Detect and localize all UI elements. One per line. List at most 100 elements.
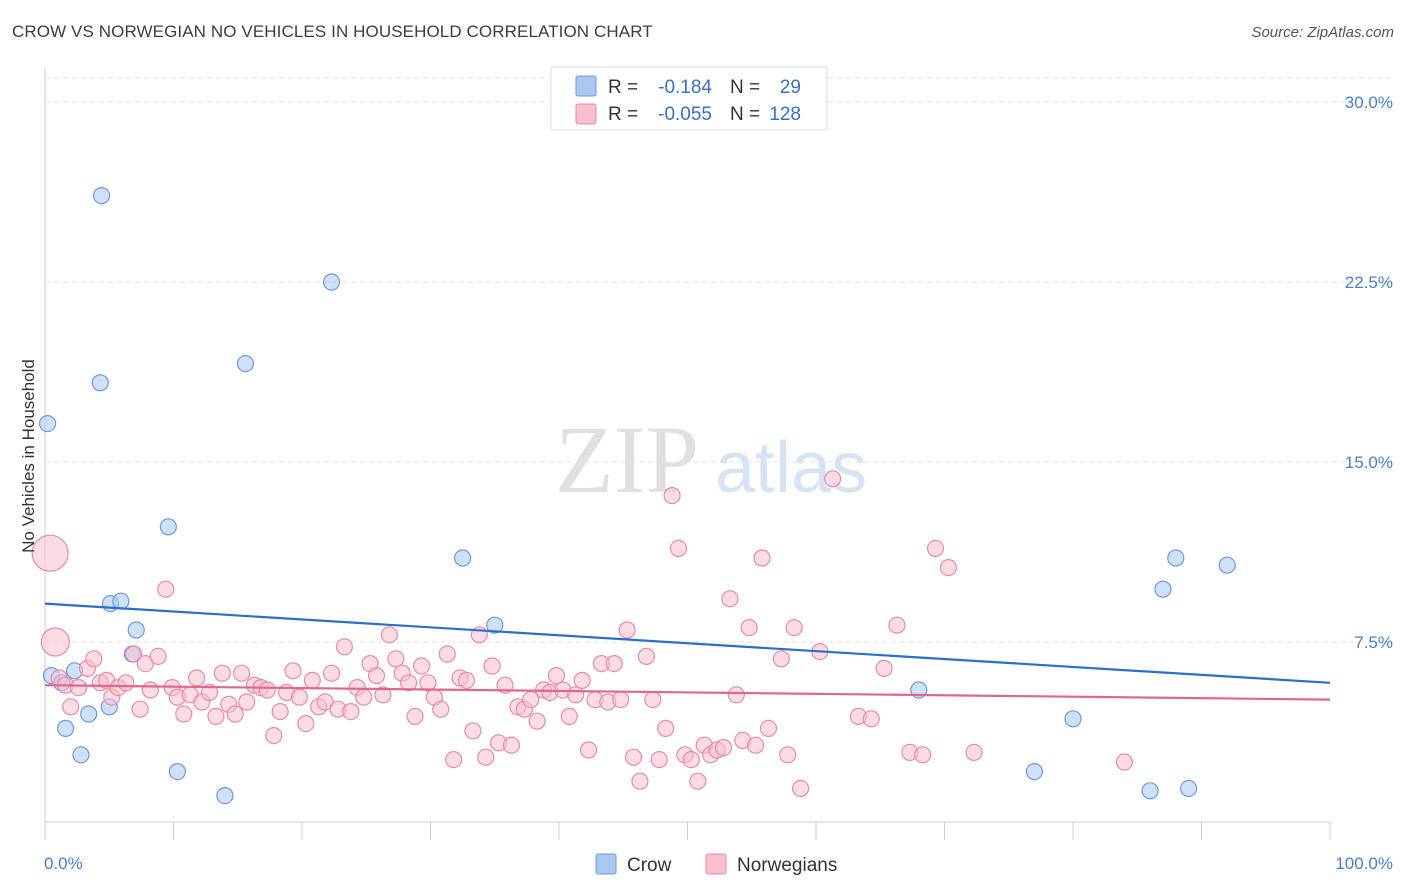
point-norwegians <box>406 707 424 726</box>
point-crow <box>72 746 90 764</box>
point-norwegians <box>567 686 585 704</box>
point-norwegians <box>258 681 276 699</box>
point-norwegians <box>618 621 636 639</box>
point-norwegians <box>238 693 256 711</box>
point-crow <box>1167 549 1185 567</box>
point-crow <box>216 786 234 805</box>
point-norwegians <box>682 750 700 769</box>
point-norwegians <box>125 645 143 663</box>
bottom-legend-label-crow: Crow <box>627 855 672 876</box>
point-norwegians <box>136 654 154 673</box>
point-crow <box>91 374 109 392</box>
point-norwegians <box>355 688 373 706</box>
point-norwegians <box>721 590 739 608</box>
watermark: ZIP atlas <box>555 406 867 513</box>
legend-swatch-norwegians <box>575 103 597 125</box>
point-crow <box>1154 580 1172 598</box>
bottom-legend: Crow Norwegians <box>595 853 837 876</box>
point-norwegians <box>412 657 431 675</box>
point-norwegians <box>772 650 790 668</box>
y-axis-label: No Vehicles in Household <box>19 359 38 553</box>
point-norwegians <box>445 750 463 769</box>
point-norwegians <box>374 686 392 704</box>
point-norwegians <box>1115 753 1134 771</box>
point-norwegians <box>528 712 546 730</box>
legend-r-label: R = <box>608 104 638 125</box>
point-norwegians <box>714 738 733 757</box>
y-tick-label: 7.5% <box>1354 633 1393 652</box>
point-norwegians <box>271 702 289 721</box>
point-crow <box>159 518 177 536</box>
point-norwegians <box>663 487 681 505</box>
point-crow <box>454 549 472 567</box>
point-norwegians <box>502 736 521 754</box>
bottom-legend-swatch-norwegians <box>705 853 727 875</box>
point-norwegians <box>303 671 321 690</box>
point-norwegians <box>464 722 482 740</box>
point-norwegians <box>779 746 797 764</box>
point-norwegians <box>149 647 167 666</box>
point-norwegians <box>380 626 398 644</box>
point-norwegians <box>612 690 630 709</box>
point-norwegians <box>624 748 643 766</box>
chart-title: CROW VS NORWEGIAN NO VEHICLES IN HOUSEHO… <box>12 22 653 41</box>
point-crow <box>236 355 255 373</box>
point-norwegians <box>438 645 456 663</box>
point-norwegians <box>740 618 758 637</box>
bottom-legend-swatch-crow <box>595 853 617 875</box>
legend-n-label: N = <box>730 77 760 98</box>
point-norwegians <box>727 686 745 704</box>
chart-source: Source: ZipAtlas.com <box>1251 24 1394 41</box>
point-crow <box>112 592 130 610</box>
point-norwegians <box>226 705 244 723</box>
point-norwegians <box>605 654 623 673</box>
point-norwegians <box>265 726 283 745</box>
point-crow <box>127 621 145 639</box>
point-norwegians <box>290 688 309 706</box>
point-norwegians <box>914 746 932 764</box>
point-norwegians <box>400 674 418 692</box>
point-norwegians <box>573 671 591 690</box>
y-tick-label: 22.5% <box>1345 273 1393 292</box>
point-norwegians <box>31 534 69 572</box>
point-norwegians <box>457 671 476 690</box>
point-crow <box>486 616 504 634</box>
point-norwegians <box>316 693 334 711</box>
legend-r-value-crow: -0.184 <box>658 77 712 98</box>
point-norwegians <box>637 647 655 666</box>
point-norwegians <box>965 743 983 762</box>
x-tick-label-max: 100.0% <box>1335 854 1393 873</box>
point-norwegians <box>650 750 668 769</box>
point-crow <box>80 705 98 723</box>
legend-r-value-norwegians: -0.055 <box>658 104 712 125</box>
axis-layer: 7.5% 15.0% 22.5% 30.0% 0.0% 100.0% <box>44 68 1393 873</box>
point-norwegians <box>157 580 175 598</box>
bottom-legend-label-norwegians: Norwegians <box>737 855 837 876</box>
legend-swatch-crow <box>575 75 597 97</box>
point-norwegians <box>141 681 159 699</box>
point-norwegians <box>284 662 302 680</box>
point-crow <box>1064 710 1082 728</box>
point-norwegians <box>669 539 688 558</box>
legend-n-label: N = <box>730 104 760 125</box>
point-norwegians <box>644 690 662 709</box>
point-norwegians <box>824 470 842 488</box>
point-norwegians <box>657 719 675 738</box>
point-norwegians <box>785 618 803 637</box>
point-norwegians <box>69 678 88 697</box>
point-norwegians <box>939 558 957 577</box>
point-norwegians <box>233 664 251 682</box>
point-crow <box>322 273 341 291</box>
point-norwegians <box>477 748 495 766</box>
point-norwegians <box>631 772 649 790</box>
point-norwegians <box>689 772 707 790</box>
point-norwegians <box>335 638 354 656</box>
y-tick-label: 30.0% <box>1345 93 1393 112</box>
point-norwegians <box>297 714 315 733</box>
point-norwegians <box>759 719 778 738</box>
point-crow <box>38 415 57 433</box>
legend-n-value-norwegians: 128 <box>769 104 801 125</box>
legend-n-value-crow: 29 <box>780 77 801 98</box>
point-crow <box>1218 556 1236 574</box>
point-crow <box>1180 779 1198 798</box>
